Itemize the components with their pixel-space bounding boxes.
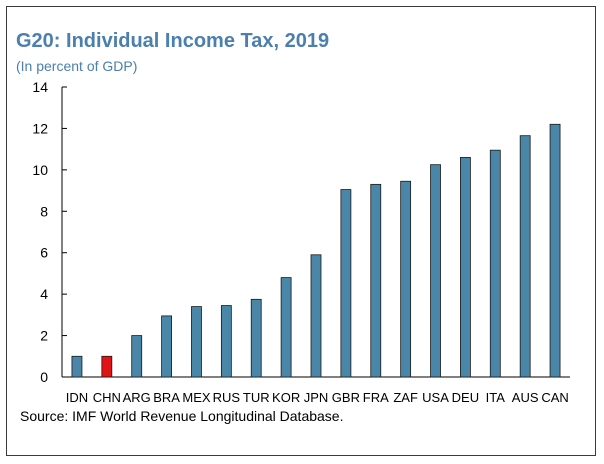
y-tick-label: 0: [40, 369, 48, 385]
x-tick-label: DEU: [452, 390, 479, 405]
x-tick-label: FRA: [363, 390, 389, 405]
bar-chn: [101, 355, 113, 378]
bar-tur: [250, 298, 262, 378]
x-tick-label: IDN: [66, 390, 88, 405]
bar-idn: [71, 355, 83, 378]
x-tick-label: KOR: [272, 390, 300, 405]
x-tick-label: GBR: [332, 390, 360, 405]
y-tick-label: 14: [32, 79, 48, 95]
x-tick-label: TUR: [243, 390, 270, 405]
x-tick-label: ZAF: [393, 390, 418, 405]
chart-subtitle: (In percent of GDP): [16, 58, 138, 74]
bar-deu: [460, 157, 471, 378]
bar-zaf: [400, 180, 412, 378]
y-tick-label: 12: [32, 120, 48, 136]
bar-jpn: [310, 254, 322, 378]
bar-arg: [131, 335, 143, 378]
bar-mex: [191, 306, 202, 378]
x-tick-label: BRA: [153, 390, 180, 405]
bar-bra: [161, 315, 172, 378]
y-tick-label: 4: [40, 286, 48, 302]
y-tick-label: 10: [32, 162, 48, 178]
x-tick-label: ITA: [486, 390, 506, 405]
x-tick-label: ARG: [123, 390, 151, 405]
x-tick-label: CAN: [541, 390, 568, 405]
bar-rus: [220, 305, 232, 378]
bar-aus: [519, 135, 531, 378]
bar-ita: [489, 149, 501, 378]
x-tick-label: CHN: [93, 390, 121, 405]
x-tick-label: AUS: [512, 390, 539, 405]
x-tick-label: RUS: [213, 390, 241, 405]
bar-fra: [370, 183, 382, 378]
x-tick-label: MEX: [182, 390, 211, 405]
y-tick-label: 2: [40, 328, 48, 344]
y-tick-label: 6: [40, 245, 48, 261]
bar-gbr: [340, 189, 352, 378]
source-note: Source: IMF World Revenue Longitudinal D…: [20, 408, 344, 424]
bar-kor: [280, 277, 292, 378]
y-tick-label: 8: [40, 203, 48, 219]
bar-usa: [430, 164, 441, 378]
x-tick-label: USA: [422, 390, 449, 405]
x-tick-label: JPN: [304, 390, 329, 405]
bar-can: [549, 123, 561, 378]
chart-title: G20: Individual Income Tax, 2019: [16, 30, 330, 52]
